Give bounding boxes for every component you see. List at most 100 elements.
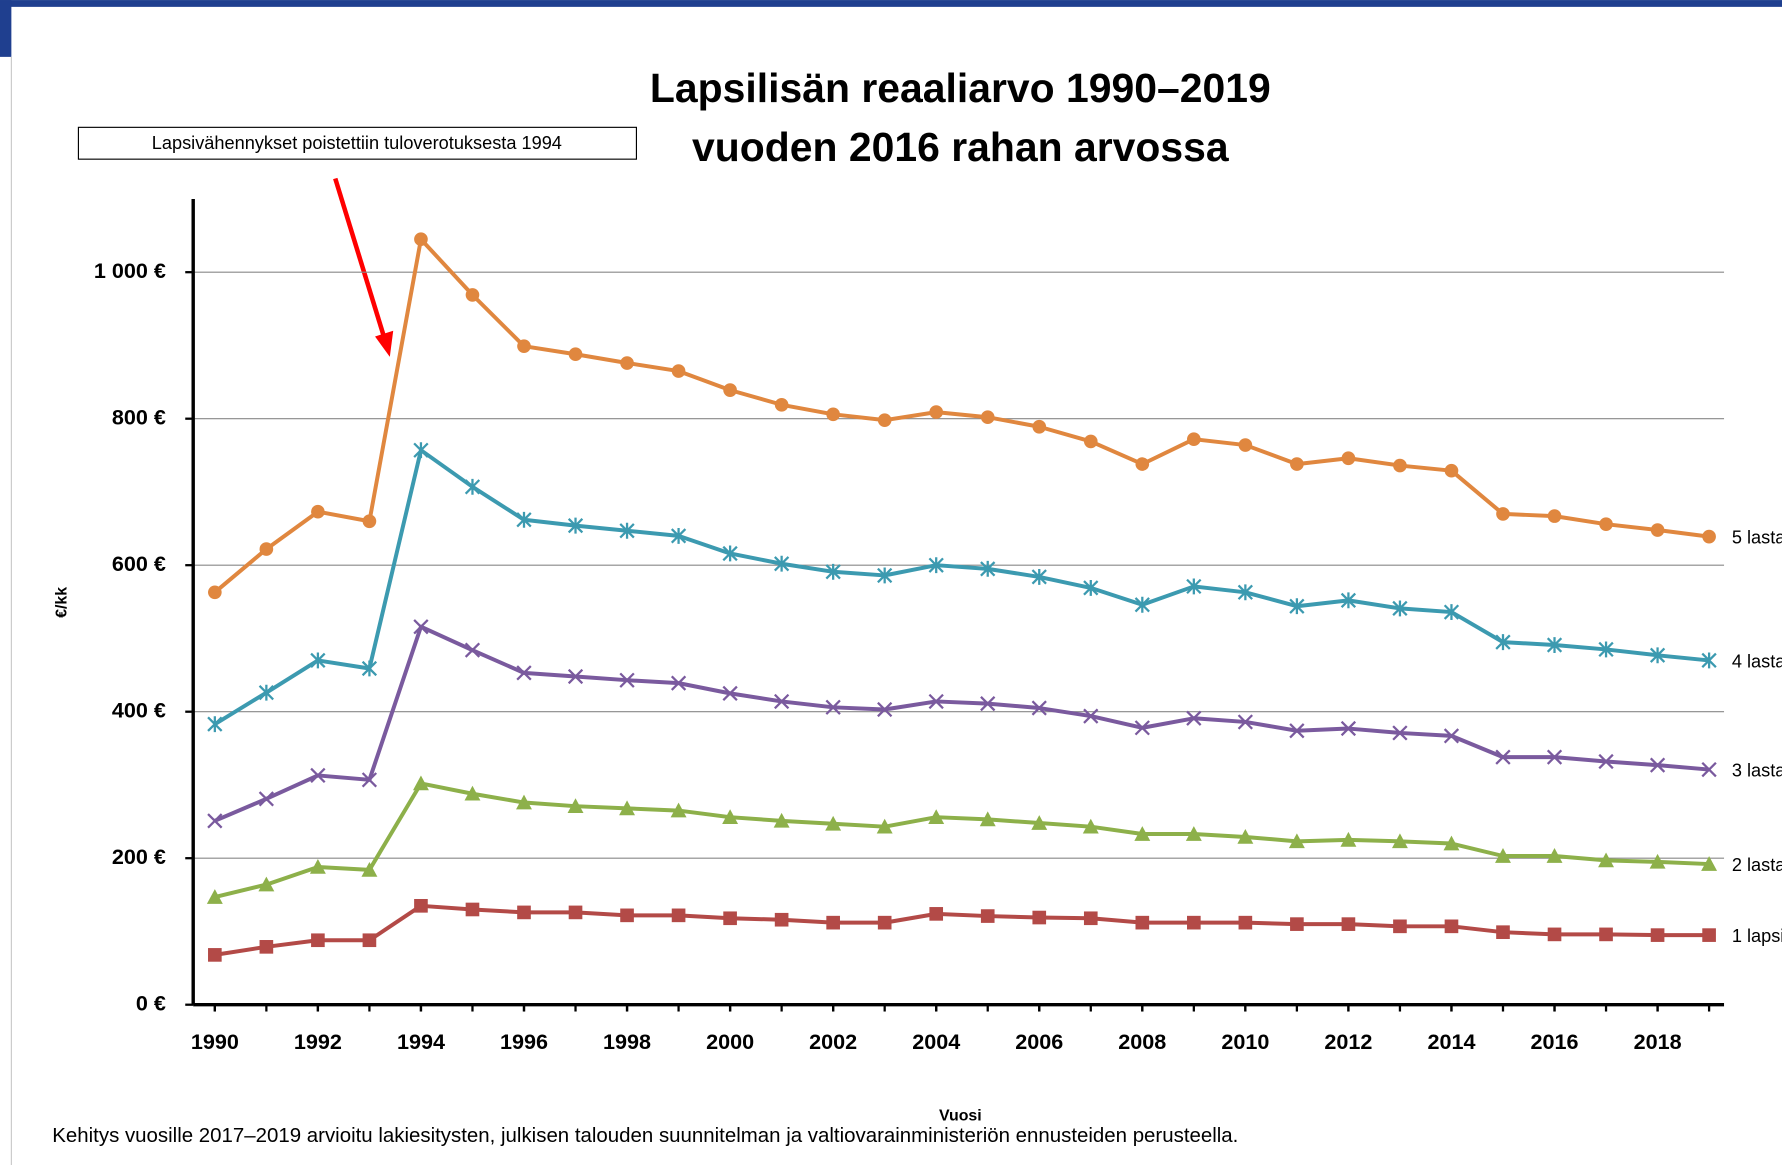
marker — [1340, 831, 1357, 847]
marker — [413, 442, 429, 459]
marker — [517, 905, 531, 920]
marker — [1649, 647, 1666, 664]
marker — [1391, 833, 1408, 849]
marker — [309, 859, 326, 874]
marker — [517, 339, 531, 353]
marker — [1546, 848, 1563, 863]
marker — [1031, 815, 1048, 830]
marker — [311, 504, 325, 519]
x-tick-label: 1998 — [603, 1029, 651, 1054]
marker — [516, 665, 532, 681]
marker — [1444, 919, 1459, 934]
marker — [567, 798, 584, 814]
annotation-box — [77, 126, 637, 160]
marker — [1238, 915, 1253, 930]
marker — [1443, 728, 1460, 744]
marker — [928, 809, 945, 824]
marker — [1443, 835, 1460, 851]
marker — [465, 902, 480, 917]
marker — [670, 802, 687, 818]
marker — [1649, 853, 1666, 869]
marker — [1598, 641, 1614, 658]
series-line — [213, 448, 1710, 726]
marker — [670, 675, 687, 691]
marker — [1237, 584, 1253, 601]
marker — [1392, 600, 1408, 617]
marker — [1031, 568, 1047, 585]
marker — [1186, 578, 1202, 595]
x-tick-label: 2004 — [912, 1029, 960, 1054]
top-band — [0, 0, 1782, 7]
marker — [722, 685, 738, 702]
y-tick-label: 0 € — [136, 990, 166, 1015]
marker — [1444, 463, 1459, 478]
marker — [1495, 749, 1511, 765]
marker — [1237, 714, 1253, 730]
marker — [1289, 723, 1305, 739]
series-label: 1 lapsi — [1732, 926, 1782, 946]
marker — [826, 407, 840, 422]
marker — [980, 560, 996, 577]
marker — [362, 933, 377, 948]
marker — [825, 563, 841, 580]
chart-subtitle: vuoden 2016 rahan arvossa — [692, 124, 1230, 170]
chart-title: Lapsilisän reaaliarvo 1990–2019 — [650, 65, 1271, 111]
x-tick-label: 1994 — [397, 1029, 445, 1054]
marker — [1083, 708, 1099, 724]
marker — [1650, 928, 1665, 942]
marker — [1702, 529, 1716, 544]
marker — [1187, 432, 1201, 447]
marker — [620, 908, 634, 923]
marker — [207, 813, 223, 829]
marker — [464, 642, 481, 658]
marker — [1082, 818, 1099, 834]
marker — [774, 912, 789, 927]
marker — [1393, 919, 1407, 934]
x-tick-label: 2014 — [1427, 1029, 1475, 1054]
footnote: Kehitys vuosille 2017–2019 arvioitu laki… — [52, 1124, 1238, 1147]
x-tick-label: 2016 — [1531, 1029, 1579, 1054]
marker — [980, 696, 996, 712]
y-tick-label: 600 € — [112, 551, 166, 576]
marker — [1495, 848, 1511, 863]
marker — [1546, 637, 1563, 653]
x-tick-label: 2000 — [706, 1029, 754, 1054]
x-tick-label: 2012 — [1324, 1029, 1372, 1054]
marker — [1599, 927, 1613, 942]
marker — [1186, 710, 1202, 726]
series-line — [214, 624, 1710, 823]
marker — [1290, 917, 1304, 931]
marker — [1495, 634, 1511, 651]
marker — [877, 413, 892, 427]
marker — [1238, 438, 1253, 452]
marker — [1701, 856, 1718, 871]
marker — [1290, 457, 1304, 471]
marker — [773, 812, 790, 828]
marker — [1701, 652, 1717, 669]
marker — [825, 699, 841, 715]
series-line — [214, 903, 1710, 957]
marker — [208, 948, 222, 962]
marker — [1340, 720, 1357, 737]
marker — [1701, 761, 1717, 778]
marker — [620, 356, 634, 370]
marker — [362, 514, 377, 529]
marker — [1288, 833, 1305, 849]
marker — [1135, 457, 1150, 471]
marker — [1649, 757, 1666, 773]
marker — [516, 794, 532, 810]
series-line — [213, 237, 1710, 594]
marker — [1547, 927, 1562, 942]
marker — [206, 889, 223, 904]
marker — [464, 478, 481, 495]
marker — [516, 511, 532, 528]
marker — [1340, 592, 1357, 609]
marker — [1598, 753, 1614, 770]
annotation: Lapsivähennykset poistettiin tuloverotuk… — [152, 133, 562, 153]
marker — [723, 911, 737, 926]
marker — [619, 672, 635, 688]
x-tick-label: 2006 — [1015, 1029, 1063, 1054]
marker — [1392, 725, 1408, 741]
